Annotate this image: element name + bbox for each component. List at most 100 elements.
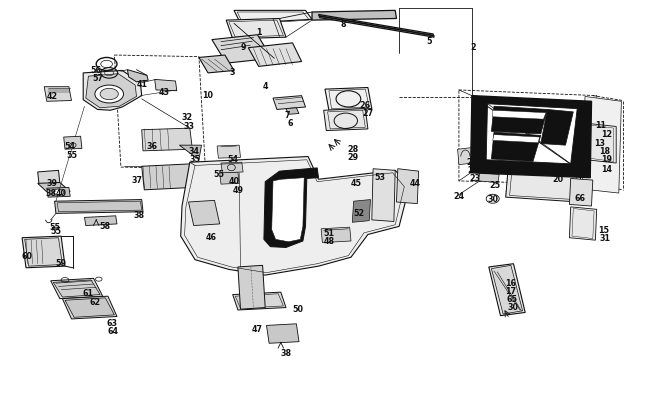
Text: 63: 63 <box>107 318 117 327</box>
Text: 42: 42 <box>46 92 58 101</box>
Polygon shape <box>352 200 370 223</box>
Polygon shape <box>248 44 302 67</box>
Text: 54: 54 <box>65 142 75 151</box>
Polygon shape <box>569 207 597 241</box>
Polygon shape <box>233 292 286 310</box>
Text: 53: 53 <box>374 172 385 181</box>
Text: 52: 52 <box>353 209 365 217</box>
Polygon shape <box>286 109 299 115</box>
Polygon shape <box>489 264 525 316</box>
Polygon shape <box>493 111 546 120</box>
Text: 38: 38 <box>45 188 57 197</box>
Text: 40: 40 <box>229 176 239 185</box>
Text: 17: 17 <box>506 286 516 295</box>
Text: 18: 18 <box>599 147 610 156</box>
Text: 48: 48 <box>323 237 335 246</box>
Polygon shape <box>582 97 621 194</box>
Text: 39: 39 <box>47 179 57 188</box>
Text: 19: 19 <box>602 155 612 164</box>
Polygon shape <box>396 169 419 204</box>
Text: 6: 6 <box>287 119 292 128</box>
Text: 5: 5 <box>426 37 432 46</box>
Polygon shape <box>142 164 194 190</box>
Polygon shape <box>155 80 177 92</box>
Polygon shape <box>181 157 410 275</box>
Polygon shape <box>62 296 117 319</box>
Text: 55: 55 <box>66 150 77 159</box>
Text: 58: 58 <box>99 222 111 230</box>
Text: 25: 25 <box>489 181 501 190</box>
Text: 14: 14 <box>602 165 612 174</box>
Polygon shape <box>234 11 312 24</box>
Polygon shape <box>65 298 114 318</box>
Polygon shape <box>221 163 243 173</box>
Text: 24: 24 <box>453 192 465 200</box>
Text: 50: 50 <box>292 304 303 313</box>
Text: 55: 55 <box>214 170 224 179</box>
Polygon shape <box>541 110 573 146</box>
Polygon shape <box>83 71 142 111</box>
Text: 1: 1 <box>256 28 261 37</box>
Polygon shape <box>226 19 286 40</box>
Polygon shape <box>312 11 396 21</box>
Circle shape <box>100 89 118 100</box>
Text: 56: 56 <box>91 66 101 75</box>
Polygon shape <box>372 169 395 222</box>
Text: 20: 20 <box>552 175 564 183</box>
Text: 31: 31 <box>599 234 610 243</box>
Text: 16: 16 <box>506 278 516 287</box>
Text: 34: 34 <box>188 146 199 155</box>
Polygon shape <box>471 96 592 178</box>
Text: 22: 22 <box>467 166 479 175</box>
Circle shape <box>53 190 64 196</box>
Text: 55: 55 <box>49 222 60 231</box>
Polygon shape <box>22 237 65 268</box>
Polygon shape <box>273 96 306 110</box>
Text: 27: 27 <box>362 109 374 118</box>
Text: 21: 21 <box>466 158 478 166</box>
Polygon shape <box>266 324 299 343</box>
Polygon shape <box>486 104 577 164</box>
Text: 12: 12 <box>601 130 613 139</box>
Polygon shape <box>478 173 499 183</box>
Polygon shape <box>179 146 202 160</box>
Text: 38: 38 <box>280 348 292 357</box>
Text: 10: 10 <box>203 91 213 100</box>
Text: 46: 46 <box>206 232 216 241</box>
Polygon shape <box>264 168 318 248</box>
Polygon shape <box>25 238 62 266</box>
Text: 66: 66 <box>575 193 585 202</box>
Polygon shape <box>321 228 351 243</box>
Text: 37: 37 <box>131 175 142 184</box>
Text: 30: 30 <box>508 303 519 311</box>
Text: 65: 65 <box>507 294 517 303</box>
Polygon shape <box>491 266 523 314</box>
Text: 64: 64 <box>108 326 118 335</box>
Polygon shape <box>491 107 547 134</box>
Text: 36: 36 <box>147 142 157 151</box>
Circle shape <box>95 86 124 104</box>
Polygon shape <box>238 266 265 309</box>
Polygon shape <box>272 178 304 242</box>
Polygon shape <box>53 280 100 297</box>
Text: 23: 23 <box>469 174 480 183</box>
Text: 8: 8 <box>341 20 346 29</box>
Polygon shape <box>38 183 70 194</box>
Text: 57: 57 <box>92 74 103 83</box>
Polygon shape <box>188 201 220 226</box>
Text: 45: 45 <box>351 179 361 188</box>
Text: 26: 26 <box>359 101 371 110</box>
Polygon shape <box>325 88 372 111</box>
Text: 2: 2 <box>471 43 476 52</box>
Polygon shape <box>38 171 60 185</box>
Polygon shape <box>199 56 234 74</box>
Text: 35: 35 <box>190 154 200 163</box>
Text: 43: 43 <box>159 88 169 97</box>
Text: 40: 40 <box>56 188 66 197</box>
Polygon shape <box>212 36 272 64</box>
Polygon shape <box>324 109 368 131</box>
Polygon shape <box>217 146 240 159</box>
Text: 30: 30 <box>488 195 498 204</box>
Polygon shape <box>51 279 103 299</box>
Polygon shape <box>44 87 72 102</box>
